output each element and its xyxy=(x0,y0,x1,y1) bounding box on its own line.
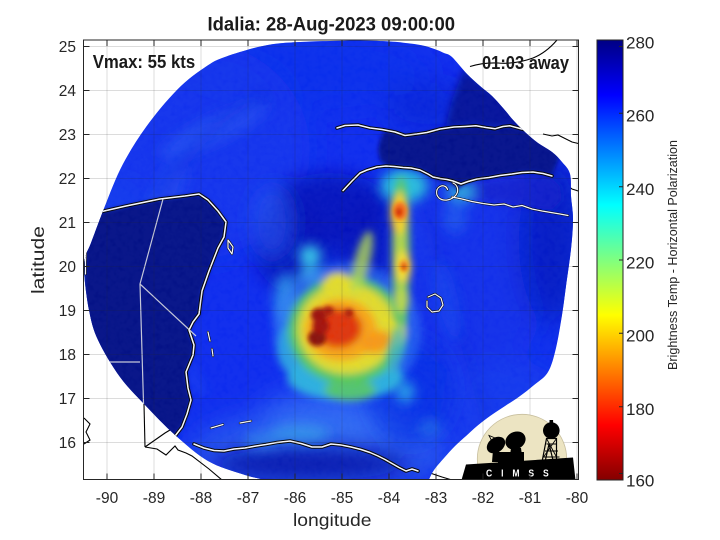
svg-text:280: 280 xyxy=(626,33,654,52)
svg-text:180: 180 xyxy=(626,400,654,419)
svg-text:-87: -87 xyxy=(237,490,259,507)
svg-text:-90: -90 xyxy=(96,490,119,507)
svg-text:Vmax: 55 kts: Vmax: 55 kts xyxy=(93,52,196,72)
svg-text:-80: -80 xyxy=(566,490,589,507)
svg-text:160: 160 xyxy=(626,472,654,491)
svg-text:-83: -83 xyxy=(425,490,447,507)
svg-text:19: 19 xyxy=(59,303,76,320)
svg-text:260: 260 xyxy=(626,107,654,126)
svg-text:-86: -86 xyxy=(284,490,306,507)
svg-text:18: 18 xyxy=(59,347,76,364)
svg-text:200: 200 xyxy=(626,327,654,346)
svg-text:25: 25 xyxy=(59,39,76,56)
svg-text:Brightness Temp - Horizontal P: Brightness Temp - Horizontal Polarizatio… xyxy=(665,140,680,370)
svg-text:23: 23 xyxy=(59,127,76,144)
svg-text:-81: -81 xyxy=(519,490,541,507)
svg-text:22: 22 xyxy=(59,171,76,188)
svg-text:-84: -84 xyxy=(378,490,401,507)
svg-text:240: 240 xyxy=(626,180,654,199)
svg-text:16: 16 xyxy=(59,435,76,452)
svg-text:01:03 away: 01:03 away xyxy=(482,53,569,73)
svg-text:-88: -88 xyxy=(190,490,212,507)
svg-text:17: 17 xyxy=(59,391,76,408)
svg-text:-82: -82 xyxy=(472,490,494,507)
svg-text:24: 24 xyxy=(59,83,77,100)
svg-text:-89: -89 xyxy=(143,490,165,507)
svg-text:-85: -85 xyxy=(331,490,353,507)
svg-text:C I M S S: C I M S S xyxy=(486,468,552,480)
svg-text:longitude: longitude xyxy=(293,510,372,530)
svg-text:20: 20 xyxy=(59,259,77,276)
svg-text:latitude: latitude xyxy=(28,226,48,294)
svg-text:21: 21 xyxy=(59,215,76,232)
svg-text:Idalia: 28-Aug-2023 09:00:00: Idalia: 28-Aug-2023 09:00:00 xyxy=(208,13,456,35)
svg-text:220: 220 xyxy=(626,253,654,272)
